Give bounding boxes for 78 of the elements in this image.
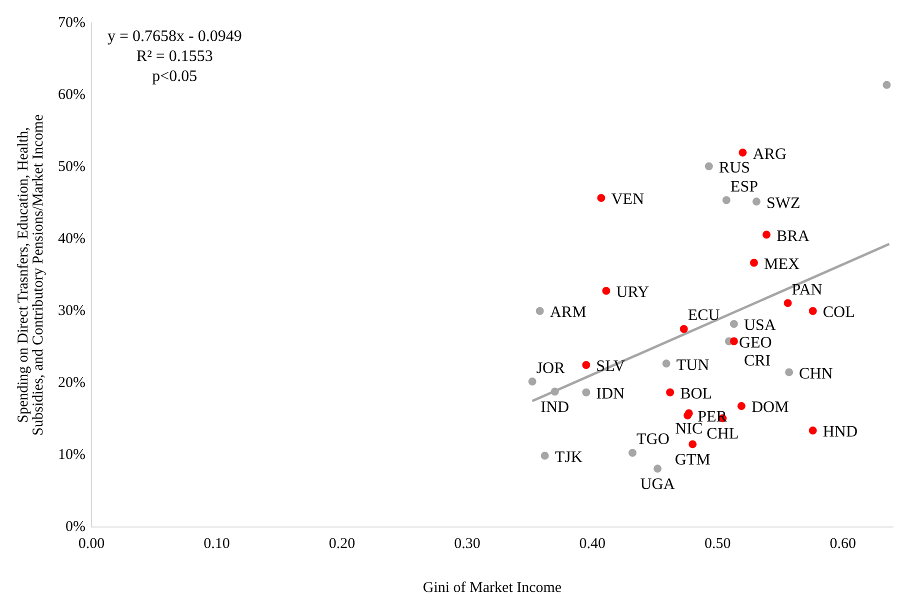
annotation: ESP: [730, 178, 758, 196]
point: [738, 148, 747, 157]
y-tick-label: 20%: [58, 374, 86, 391]
annotation: IDN: [596, 386, 626, 403]
point: [722, 196, 730, 204]
y-tick-label: 50%: [58, 158, 86, 175]
point: [654, 464, 662, 473]
annotation: MEX: [764, 256, 800, 273]
point: [730, 337, 738, 346]
x-axis-title: Gini of Market Income: [422, 580, 562, 596]
point: [666, 388, 674, 396]
point: [662, 360, 670, 368]
point: [730, 320, 738, 328]
point: [528, 378, 536, 386]
point: [752, 198, 760, 206]
point: [582, 361, 590, 369]
annotation: RUS: [718, 159, 750, 176]
annotation: SLV: [596, 358, 626, 376]
annotation: HND: [822, 424, 858, 441]
y-tick-label: 0%: [65, 518, 86, 535]
point: [688, 440, 697, 448]
point: [750, 258, 758, 267]
annotation: GTM: [674, 451, 710, 468]
annotation: CHL: [706, 425, 739, 442]
y-tick-label: 60%: [58, 86, 86, 103]
annotation: TJK: [554, 448, 583, 466]
point: [597, 194, 606, 202]
annotation: BOL: [680, 386, 712, 403]
annotation: VEN: [611, 191, 645, 208]
annotation: IND: [540, 398, 570, 416]
annotation: GEO: [738, 334, 772, 352]
x-tick-label: 0.20: [328, 536, 356, 552]
y-tick-label: 10%: [58, 446, 86, 463]
point: [808, 307, 817, 315]
point: [680, 325, 688, 333]
annotation: y = 0.7658x - 0.0949: [107, 28, 242, 46]
annotation: COL: [822, 304, 855, 322]
x-tick-label: 0.30: [454, 536, 480, 552]
y-axis-title: Spending on Direct Trasnfers, Education, Health, Subsidies, and Contributory Pensions/Market Income: [15, 114, 46, 436]
point: [602, 286, 610, 295]
point: [808, 426, 817, 435]
annotation: DOM: [751, 399, 789, 416]
point: [540, 452, 549, 460]
annotation: ARM: [550, 304, 586, 322]
point: [762, 230, 771, 239]
point: [784, 299, 792, 308]
annotation: p<0.05: [152, 68, 198, 86]
annotation: BRA: [776, 228, 810, 245]
x-tick-label: 0.50: [704, 536, 731, 552]
y-tick-label: 30%: [58, 302, 86, 319]
annotation: USA: [744, 317, 776, 334]
point: [737, 402, 746, 410]
annotation: UGA: [640, 476, 676, 493]
point: [785, 368, 794, 376]
annotation: SWZ: [766, 194, 800, 212]
annotation: ARG: [752, 146, 787, 163]
annotation: ECU: [688, 307, 720, 324]
annotation: CHN: [799, 365, 834, 382]
point: [536, 307, 544, 315]
annotation: JOR: [536, 360, 566, 377]
annotation: TGO: [636, 431, 670, 448]
y-tick-label: 70%: [58, 14, 86, 31]
y-tick-label: 40%: [58, 230, 86, 247]
point: [582, 388, 590, 396]
x-tick-label: 0.40: [579, 536, 606, 552]
x-tick-label: 0.10: [204, 536, 230, 552]
point: [550, 388, 559, 396]
annotation: URY: [616, 284, 650, 302]
annotation: NIC: [675, 420, 703, 438]
annotation: PAN: [792, 281, 823, 298]
point: [704, 162, 713, 170]
annotation: R² = 0.1553: [136, 48, 213, 66]
annotation: TUN: [676, 356, 710, 374]
point: [882, 80, 891, 89]
x-tick-label: 0.00: [78, 536, 105, 552]
x-tick-label: 0.60: [830, 536, 856, 552]
annotation: CRI: [744, 352, 771, 370]
point: [628, 448, 637, 457]
